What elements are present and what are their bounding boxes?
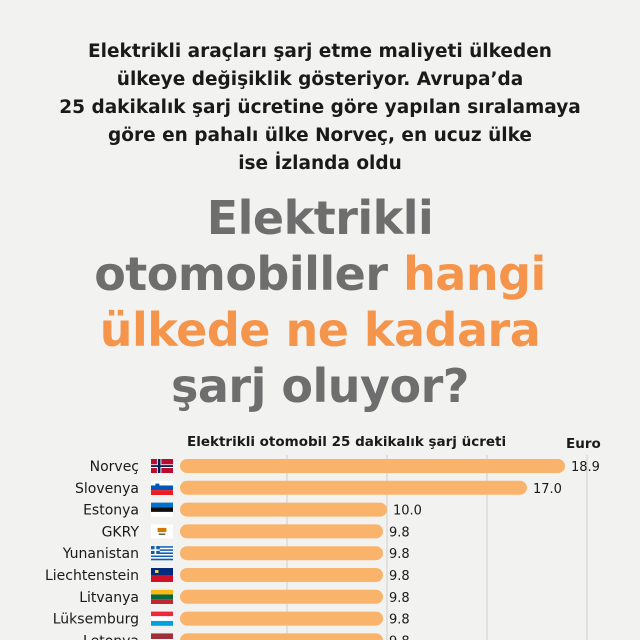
category-label: Letonya bbox=[83, 633, 139, 640]
value-label: 9.8 bbox=[389, 634, 410, 640]
bar bbox=[180, 480, 527, 495]
norway-flag-icon bbox=[151, 459, 173, 473]
luxembourg-flag-icon bbox=[151, 611, 173, 626]
bar bbox=[180, 568, 383, 582]
value-label: 10.0 bbox=[393, 504, 422, 519]
headline-line-3: ülkede ne kadara bbox=[99, 303, 541, 357]
value-label: 9.8 bbox=[389, 613, 410, 628]
intro-text: Elektrikli araçları şarj etme maliyeti ü… bbox=[59, 41, 581, 174]
headline-line-2: otomobiller hangi bbox=[20, 246, 620, 302]
cyprus-flag-icon bbox=[151, 524, 173, 539]
lithuania-flag-icon bbox=[151, 589, 173, 604]
bar bbox=[180, 502, 387, 517]
bar bbox=[180, 459, 565, 473]
latvia-flag-icon bbox=[151, 633, 173, 640]
headline-line-1: Elektrikli bbox=[206, 191, 434, 245]
value-label: 9.8 bbox=[389, 569, 410, 584]
headline: Elektrikli otomobiller hangi ülkede ne k… bbox=[20, 190, 620, 414]
bar bbox=[180, 611, 383, 626]
bar bbox=[180, 546, 383, 561]
category-label: Litvanya bbox=[79, 590, 139, 606]
bar bbox=[180, 633, 383, 640]
category-label: Liechtenstein bbox=[45, 568, 139, 584]
category-label: Estonya bbox=[83, 503, 139, 519]
category-label: GKRY bbox=[102, 524, 140, 540]
category-label: Slovenya bbox=[75, 481, 139, 497]
value-label: 18.9 bbox=[571, 460, 600, 475]
value-label: 9.8 bbox=[389, 591, 410, 606]
category-label: Norveç bbox=[90, 459, 139, 475]
headline-line-4: şarj oluyor? bbox=[171, 359, 469, 413]
unit-label: Euro bbox=[566, 436, 601, 452]
chart-title: Elektrikli otomobil 25 dakikalık şarj üc… bbox=[187, 434, 507, 450]
value-label: 9.8 bbox=[389, 547, 410, 562]
headline-line-2-gray: otomobiller bbox=[94, 247, 404, 301]
category-label: Yunanistan bbox=[62, 546, 139, 562]
category-label: Lüksemburg bbox=[53, 612, 139, 628]
liechtenstein-flag-icon bbox=[151, 568, 173, 582]
estonia-flag-icon bbox=[151, 502, 173, 517]
bar bbox=[180, 524, 383, 539]
greece-flag-icon bbox=[151, 546, 173, 561]
headline-line-2-orange: hangi bbox=[403, 247, 546, 301]
value-label: 17.0 bbox=[533, 482, 562, 497]
value-label: 9.8 bbox=[389, 525, 410, 540]
bar bbox=[180, 589, 383, 604]
slovenia-flag-icon bbox=[151, 480, 173, 495]
